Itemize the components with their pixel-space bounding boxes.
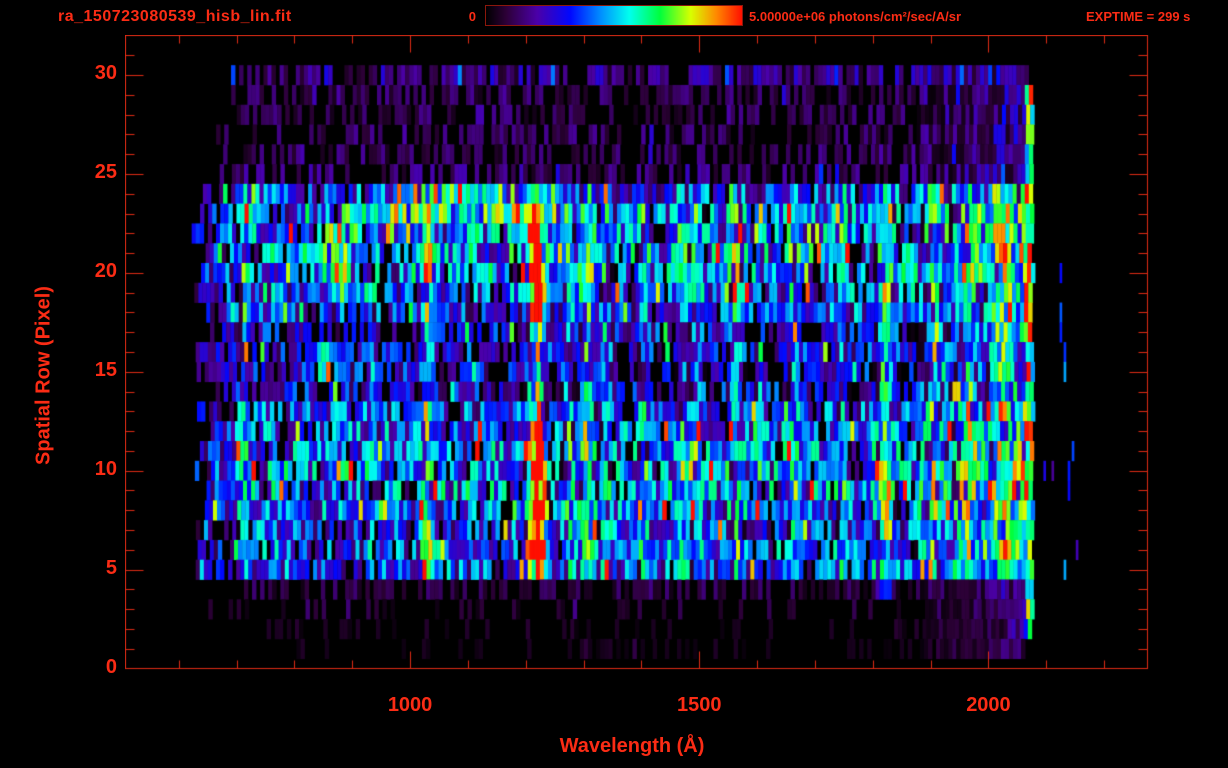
y-tick-label-5: 5: [105, 556, 117, 579]
y-tick-label-15: 15: [94, 358, 117, 381]
colorbar: [485, 5, 743, 26]
file-title: ra_150723080539_hisb_lin.fit: [58, 8, 292, 25]
x-tick-label-2000: 2000: [966, 694, 1011, 716]
x-tick-label-1000: 1000: [387, 694, 433, 716]
y-tick-label-25: 25: [94, 160, 117, 183]
x-tick-label-1500: 1500: [677, 694, 722, 716]
colorbar-min-label: 0: [468, 9, 476, 24]
spectral-image-canvas: [125, 35, 1149, 670]
colorbar-max-label: 5.00000e+06 photons/cm²/sec/A/sr: [749, 9, 962, 24]
y-axis-title: Spatial Row (Pixel): [32, 286, 55, 465]
x-axis-title: Wavelength (Å): [559, 735, 705, 757]
y-tick-label-20: 20: [94, 259, 117, 282]
exptime-label: EXPTIME = 299 s: [1086, 9, 1191, 24]
y-tick-label-10: 10: [94, 457, 117, 480]
y-tick-label-0: 0: [105, 655, 117, 678]
y-tick-label-30: 30: [94, 62, 117, 85]
